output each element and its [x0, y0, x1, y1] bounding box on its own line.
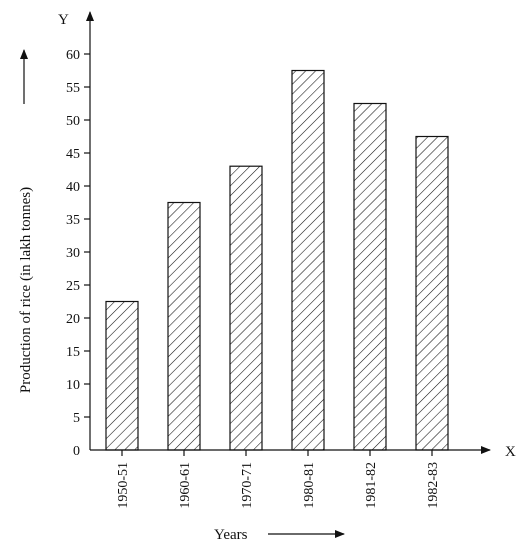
bar-1970-71 — [229, 165, 263, 451]
y-tick-label: 40 — [66, 180, 80, 195]
bar-1950-51 — [105, 300, 139, 451]
x-axis-title: Years — [214, 527, 248, 543]
bars — [105, 69, 449, 451]
y-tick-label: 25 — [66, 279, 80, 294]
bar-1980-81 — [291, 69, 325, 451]
y-tick-label: 55 — [66, 81, 80, 96]
y-tick-label: 15 — [66, 345, 80, 360]
x-tick-label: 1980-81 — [302, 462, 317, 509]
y-tick-label: 35 — [66, 213, 80, 228]
y-axis-ticks: 0 5 10 15 20 25 30 35 40 45 50 55 60 — [66, 48, 90, 459]
y-tick-label: 30 — [66, 246, 80, 261]
y-tick-label: 0 — [73, 444, 80, 459]
x-axis-letter: X — [505, 444, 516, 460]
y-tick-label: 10 — [66, 378, 80, 393]
bar-1982-83 — [415, 135, 449, 451]
y-tick-label: 50 — [66, 114, 80, 129]
bar-1981-82 — [353, 102, 387, 451]
x-tick-label: 1982-83 — [426, 462, 441, 509]
x-axis-category-labels: 1950-51 1960-61 1970-71 1980-81 1981-82 1982-… — [116, 450, 441, 509]
y-tick-label: 60 — [66, 48, 80, 63]
y-axis-title: Production of rice (in lakh tonnes) — [18, 187, 34, 393]
y-tick-label: 20 — [66, 312, 80, 327]
x-tick-label: 1950-51 — [116, 462, 131, 509]
bar-1960-61 — [167, 201, 201, 451]
y-axis-letter: Y — [58, 12, 69, 28]
x-tick-label: 1960-61 — [178, 462, 193, 509]
y-tick-label: 45 — [66, 147, 80, 162]
y-tick-label: 5 — [73, 411, 80, 426]
x-tick-label: 1981-82 — [364, 462, 379, 509]
x-tick-label: 1970-71 — [240, 462, 255, 509]
